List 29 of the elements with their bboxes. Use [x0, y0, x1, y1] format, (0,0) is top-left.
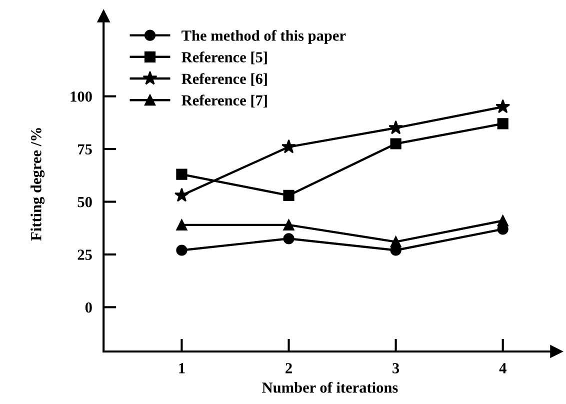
point: [390, 236, 402, 248]
legend-label: Reference [7]: [182, 94, 267, 108]
point: [176, 244, 188, 256]
point: [176, 219, 188, 230]
point: [390, 138, 402, 150]
legend-label: Reference [5]: [182, 51, 267, 64]
point: [176, 168, 188, 180]
legend-label: Reference [6]: [182, 73, 267, 86]
point: [174, 188, 190, 202]
y-tick-label: 25: [78, 250, 92, 260]
point: [497, 118, 508, 130]
x-tick-label: 4: [499, 363, 506, 374]
point: [281, 139, 296, 154]
legend-label: The method of this paper: [182, 30, 346, 44]
point: [496, 99, 510, 114]
point: [388, 120, 404, 134]
y-tick-label: 50: [78, 196, 92, 208]
point: [497, 215, 508, 226]
x-tick-label: 1: [179, 363, 185, 374]
point: [283, 233, 294, 244]
y-tick-label: 0: [85, 302, 92, 313]
y-axis-title: Fitting degree /%: [30, 128, 45, 241]
x-tick-label: 2: [286, 363, 292, 374]
point: [283, 190, 294, 201]
point: [283, 219, 294, 230]
y-tick-label: 75: [78, 144, 92, 154]
y-tick-label: 100: [70, 91, 92, 102]
x-tick-label: 3: [392, 363, 400, 374]
x-axis-title: Number of iterations: [262, 382, 398, 393]
